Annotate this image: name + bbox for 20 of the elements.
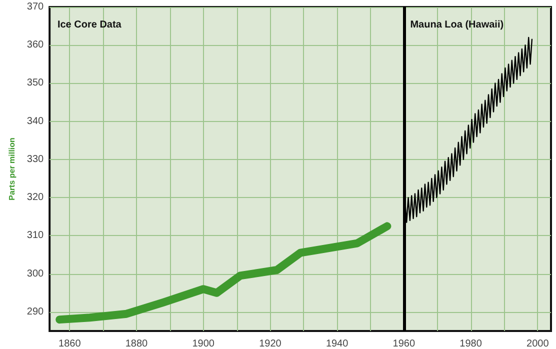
y-tick-label: 340 (26, 116, 44, 127)
y-tick-label: 370 (26, 2, 44, 12)
y-tick-label: 320 (26, 192, 44, 204)
y-tick-label: 350 (26, 78, 44, 89)
y-tick-label: 330 (26, 154, 44, 165)
annotation: Mauna Loa (Hawaii) (410, 19, 504, 30)
y-tick-label: 310 (26, 230, 44, 242)
x-tick-label: 2000 (526, 338, 550, 349)
x-tick-label: 1960 (392, 338, 416, 349)
x-tick-label: 1920 (259, 338, 282, 349)
y-axis-title: Parts per million (8, 138, 16, 200)
x-tick-label: 1880 (125, 338, 148, 349)
annotation: Ice Core Data (57, 19, 122, 30)
y-tick-label: 290 (26, 306, 44, 318)
x-tick-label: 1900 (192, 338, 215, 349)
x-tick-label: 1980 (460, 338, 482, 349)
y-tick-label: 360 (26, 40, 44, 51)
x-tick-label: 1940 (326, 338, 349, 349)
x-tick-label: 1860 (58, 338, 82, 349)
y-tick-label: 300 (26, 268, 44, 280)
